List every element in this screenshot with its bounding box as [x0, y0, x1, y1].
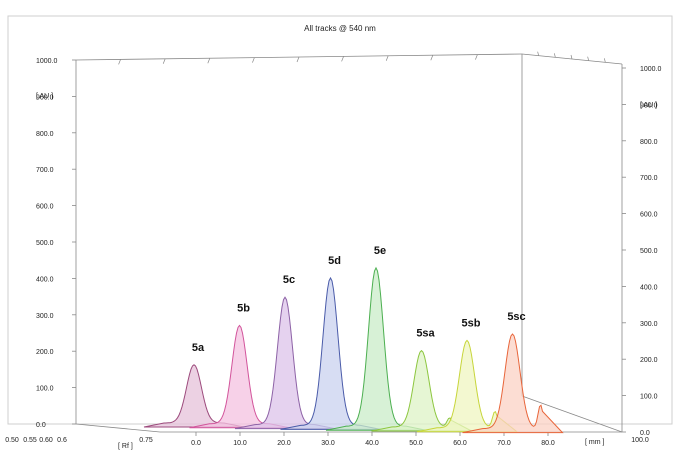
- top-edge-tick: [587, 56, 590, 61]
- peak-label-5e: 5e: [374, 245, 386, 257]
- left-y-tick-label: 600.0: [36, 204, 54, 211]
- x-axis-ticks: 0.0 10.0 20.0 30.0 40.0 50.0 60.0 70.0 80.0 100.0: [191, 432, 649, 447]
- right-y-tick-label: 0.0: [640, 430, 650, 437]
- rf-axis-ticks: 0.50 0.55 0.60 0.6 0.75: [5, 437, 153, 444]
- rf-tick-label: 0.75: [139, 437, 153, 444]
- peak-5b: [189, 324, 290, 429]
- peak-5sb: [416, 339, 519, 433]
- right-y-tick-label: 800.0: [640, 139, 658, 146]
- right-y-tick-label: 1000.0: [640, 66, 662, 73]
- chart-title: All tracks @ 540 nm: [304, 24, 376, 33]
- top-edge-tick: [207, 58, 211, 64]
- top-edge-tick: [430, 55, 434, 61]
- peak-5d: [280, 276, 381, 430]
- left-y-tick-label: 800.0: [36, 131, 54, 138]
- left-y-tick-label: 0.0: [36, 422, 46, 429]
- right-y-tick-label: 400.0: [640, 284, 658, 291]
- rf-axis: [75, 423, 161, 433]
- peak-label-5b: 5b: [237, 303, 250, 315]
- peak-5a: [143, 364, 245, 428]
- top-edge-tick: [475, 54, 478, 60]
- peak-label-5c: 5c: [283, 274, 295, 286]
- peak-5e: [325, 266, 427, 431]
- x-tick-label: 20.0: [277, 440, 291, 447]
- x-tick-label: 30.0: [321, 440, 335, 447]
- top-edge-tick: [296, 56, 300, 63]
- peak-5sc: [462, 333, 564, 434]
- rf-tick-label: 0.6: [57, 437, 67, 444]
- left-y-tick-label: 100.0: [36, 386, 54, 393]
- right-y-tick-label: 200.0: [640, 357, 658, 364]
- peak-label-5sb: 5sb: [462, 317, 481, 329]
- axes-structure: [75, 53, 623, 433]
- top-edge-ticks: [118, 51, 606, 65]
- x-tick-label: 60.0: [453, 440, 467, 447]
- left-y-tick-label: 400.0: [36, 276, 54, 283]
- x-tick-label: 50.0: [409, 440, 423, 447]
- x-tick-label: 100.0: [631, 437, 649, 444]
- peak-label-5sc: 5sc: [507, 311, 525, 323]
- top-edge-tick: [553, 53, 556, 58]
- right-floor-edge: [521, 395, 623, 433]
- top-edge-tick: [341, 56, 344, 62]
- peak-label-5sa: 5sa: [416, 328, 435, 340]
- top-edge-tick: [252, 57, 255, 63]
- top-edge-tick: [162, 58, 166, 64]
- right-y-tick-label: 100.0: [640, 394, 658, 401]
- left-y-ticks: 0.0 100.0 200.0 300.0 400.0 500.0 600.0 700.0 80…: [36, 58, 76, 429]
- rf-unit: [ Rf ]: [118, 443, 133, 450]
- x-tick-label: 70.0: [497, 440, 511, 447]
- peak-5sa: [371, 349, 472, 432]
- top-edge-tick: [118, 59, 121, 65]
- x-tick-label: 10.0: [233, 440, 247, 447]
- right-y-tick-label: 900.0: [640, 102, 658, 109]
- right-y-tick-label: 700.0: [640, 175, 658, 182]
- peak-5c: [234, 296, 336, 430]
- rf-tick-label: 0.60: [39, 437, 53, 444]
- x-tick-label: 0.0: [191, 440, 201, 447]
- peak-series: 5a 5b 5c 5d 5e 5sa 5sb 5sc: [143, 245, 564, 434]
- x-tick-label: 40.0: [365, 440, 379, 447]
- right-y-tick-label: 500.0: [640, 248, 658, 255]
- x-tick-label: 80.0: [541, 440, 555, 447]
- x-unit: [ mm ]: [585, 439, 604, 446]
- top-edge-tick: [603, 58, 606, 63]
- top-edge-tick: [537, 51, 540, 56]
- left-y-tick-label: 700.0: [36, 167, 54, 174]
- right-y-unit: [ AU ]: [640, 102, 657, 109]
- left-y-tick-label: 500.0: [36, 240, 54, 247]
- left-y-tick-label: 900.0: [36, 94, 54, 101]
- top-edge-tick: [385, 55, 389, 61]
- top-edge-tick: [570, 54, 573, 60]
- left-y-tick-label: 200.0: [36, 349, 54, 356]
- right-y-ticks: 0.0 100.0 200.0 300.0 400.0 500.0 600.0 700.0 80…: [622, 66, 662, 437]
- left-y-tick-label: 300.0: [36, 313, 54, 320]
- left-y-unit: [ AU ]: [36, 93, 53, 100]
- right-y-tick-label: 300.0: [640, 321, 658, 328]
- right-y-tick-label: 600.0: [640, 212, 658, 219]
- left-y-tick-label: 1000.0: [36, 58, 58, 65]
- peak-label-5d: 5d: [328, 255, 341, 267]
- rf-tick-label: 0.55: [23, 437, 37, 444]
- rf-tick-label: 0.50: [5, 437, 19, 444]
- peak-label-5a: 5a: [192, 342, 205, 354]
